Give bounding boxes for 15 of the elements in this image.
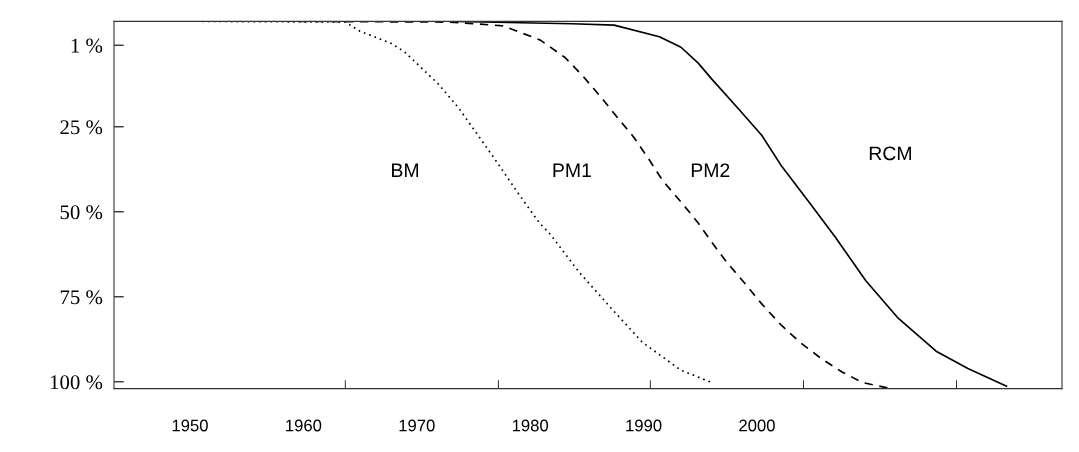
y-tick-label: 75 % bbox=[60, 290, 103, 305]
annotation: PM1 bbox=[553, 163, 591, 177]
x-tick-label: 2000 bbox=[739, 419, 775, 432]
x-tick-label: 1980 bbox=[512, 419, 549, 432]
annotation: RCM bbox=[869, 146, 911, 161]
annotation: PM2 bbox=[691, 163, 730, 177]
y-tick-label: 100 % bbox=[50, 375, 103, 390]
y-tick-label: 50 % bbox=[60, 205, 103, 220]
y-tick-label: 25 % bbox=[60, 120, 103, 135]
annotation: BM bbox=[392, 163, 419, 177]
x-tick-label: 1960 bbox=[286, 419, 322, 432]
x-tick-label: 1990 bbox=[626, 419, 662, 432]
x-tick-label: 1970 bbox=[399, 419, 435, 432]
x-tick-label: 1950 bbox=[172, 419, 208, 432]
y-tick-label: 1 % bbox=[71, 38, 103, 53]
